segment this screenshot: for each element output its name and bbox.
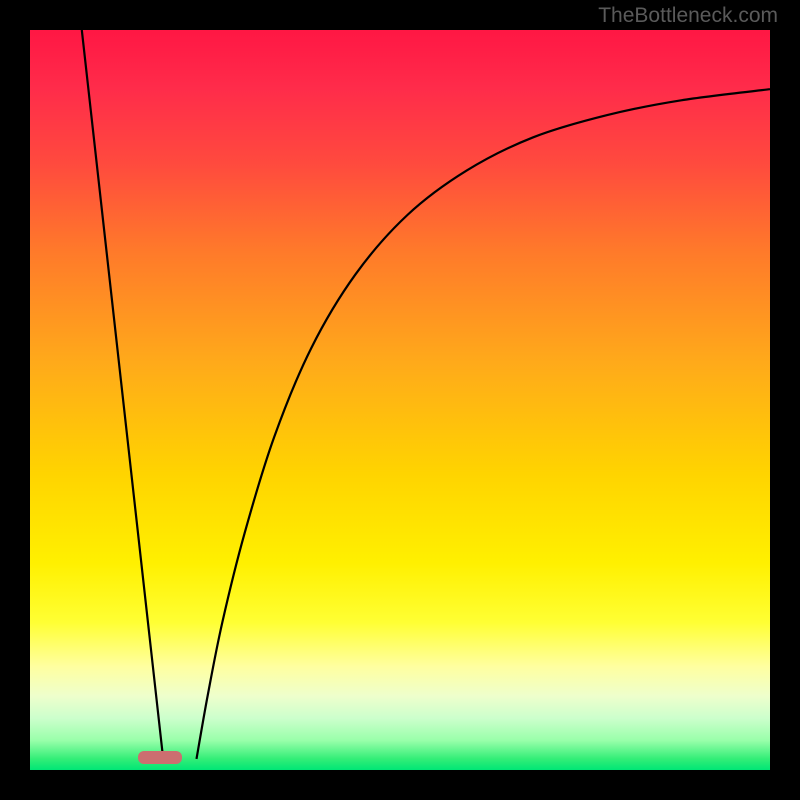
optimal-point-marker bbox=[138, 751, 182, 764]
bottleneck-curve bbox=[30, 30, 770, 770]
plot-area bbox=[30, 30, 770, 770]
watermark-text: TheBottleneck.com bbox=[598, 4, 778, 28]
